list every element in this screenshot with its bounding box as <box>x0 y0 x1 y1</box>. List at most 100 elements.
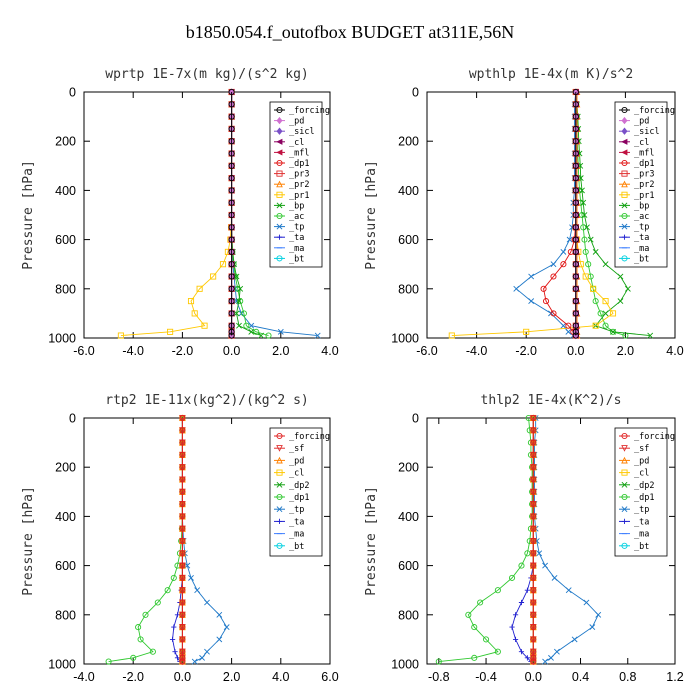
data-point <box>471 654 478 661</box>
legend-marker <box>276 149 283 156</box>
x-tick-label: 6.0 <box>321 670 338 684</box>
series-line <box>451 92 614 336</box>
legend-marker <box>276 469 283 476</box>
data-point <box>585 261 592 268</box>
data-point <box>228 224 235 231</box>
data-point <box>589 624 596 631</box>
data-point <box>314 332 321 339</box>
legend-marker <box>621 191 628 198</box>
data-point <box>494 648 501 655</box>
y-axis-label: Pressure [hPa] <box>364 486 379 596</box>
data-point <box>228 273 235 280</box>
data-point <box>179 501 186 508</box>
y-tick-label: 200 <box>398 461 419 475</box>
data-point <box>135 624 142 631</box>
data-point <box>551 574 558 581</box>
legend-marker <box>621 223 628 230</box>
data-point <box>228 211 235 219</box>
data-point <box>530 624 537 631</box>
legend-label: _tp <box>634 505 649 515</box>
data-point <box>171 624 177 630</box>
legend-label: _pr3 <box>289 170 309 180</box>
data-point <box>530 654 537 661</box>
data-point <box>240 310 247 317</box>
legend-label: _sf <box>634 444 649 454</box>
data-point <box>572 162 579 169</box>
data-point <box>194 587 201 594</box>
data-point <box>179 414 186 422</box>
data-point <box>142 611 149 618</box>
legend-marker <box>621 180 628 188</box>
data-point <box>592 248 599 255</box>
y-axis-label: Pressure [hPa] <box>364 160 379 270</box>
x-tick-label: 0.0 <box>223 344 240 358</box>
data-point <box>117 332 124 339</box>
data-point <box>530 550 537 557</box>
data-point <box>572 150 579 157</box>
data-point <box>572 211 579 219</box>
legend-label: _dp1 <box>634 159 654 169</box>
legend-marker <box>621 170 628 177</box>
legend-marker <box>621 432 628 440</box>
y-tick-label: 200 <box>55 135 76 149</box>
data-point <box>265 332 272 339</box>
legend-label: _forcing <box>289 432 330 442</box>
data-point <box>582 273 589 280</box>
y-tick-label: 400 <box>55 184 76 198</box>
data-point <box>553 648 560 655</box>
data-point <box>494 587 501 594</box>
legend-label: _ac <box>289 212 304 222</box>
legend-label: _dp2 <box>634 481 654 491</box>
data-point <box>179 599 186 606</box>
data-point <box>130 654 137 661</box>
data-point <box>187 298 195 305</box>
chart-panel: wprtp 1E-7x(m kg)/(s^2 kg) Pressure [hPa]… <box>21 67 339 358</box>
data-point <box>179 648 186 655</box>
data-point <box>572 310 579 317</box>
legend-marker <box>276 542 283 549</box>
legend-marker <box>621 255 628 262</box>
data-point <box>572 113 579 120</box>
data-point <box>237 285 244 292</box>
data-point <box>518 562 525 569</box>
data-point <box>248 328 255 335</box>
data-point <box>530 476 537 483</box>
data-point <box>572 125 579 132</box>
legend-marker <box>621 456 628 464</box>
data-point <box>179 636 186 643</box>
data-point <box>572 285 579 292</box>
data-point <box>518 599 525 606</box>
legend-label: _pd <box>634 456 649 466</box>
y-tick-label: 800 <box>398 608 419 622</box>
x-tick-label: 0.8 <box>619 670 636 684</box>
legend-label: _pd <box>289 117 304 127</box>
data-point <box>565 587 572 594</box>
data-point <box>448 332 455 339</box>
data-point <box>530 658 537 665</box>
series-line <box>108 418 183 662</box>
data-point <box>228 175 235 182</box>
data-point <box>609 310 617 317</box>
legend-marker <box>621 469 628 476</box>
data-point <box>530 611 537 618</box>
data-point <box>236 322 242 329</box>
data-point <box>435 658 442 665</box>
legend-label: _dp1 <box>289 493 309 503</box>
chart-panel: wpthlp 1E-4x(m K)/s^2 Pressure [hPa] -6.0 -… <box>364 67 684 358</box>
legend-label: _bt <box>289 254 304 264</box>
legend-marker <box>276 191 283 198</box>
y-tick-label: 0 <box>412 86 419 100</box>
data-point <box>582 248 589 255</box>
data-point <box>530 525 537 532</box>
data-point <box>233 310 240 317</box>
data-point <box>204 599 210 606</box>
data-point <box>524 655 530 661</box>
data-point <box>566 236 573 243</box>
data-point <box>572 261 579 268</box>
data-point <box>179 658 186 665</box>
legend-marker <box>621 481 628 488</box>
data-point <box>179 587 186 594</box>
data-point <box>528 273 535 280</box>
y-tick-label: 800 <box>55 282 76 296</box>
